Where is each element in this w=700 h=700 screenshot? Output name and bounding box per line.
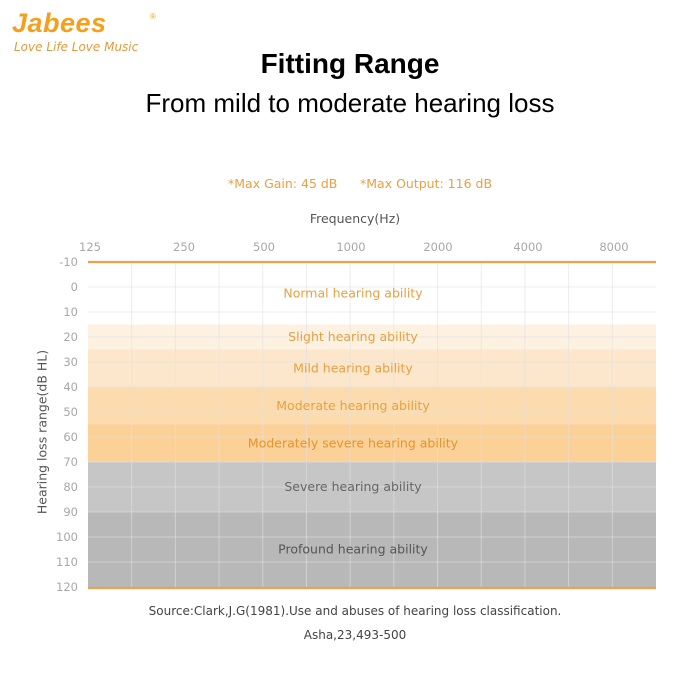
x-axis-label: Frequency(Hz) bbox=[309, 211, 401, 226]
y-tick-label: 40 bbox=[63, 380, 78, 394]
band-2 bbox=[88, 349, 656, 387]
band-label-4: Moderately severe hearing ability bbox=[248, 435, 459, 450]
x-tick-label: 2000 bbox=[423, 240, 452, 254]
y-tick-label: 20 bbox=[63, 330, 78, 344]
source-citation-line1: Source:Clark,J.G(1981).Use and abuses of… bbox=[148, 604, 562, 618]
brand-logo: Jabees ® Love Life Love Music bbox=[12, 8, 172, 58]
x-tick-label: 250 bbox=[173, 240, 195, 254]
band-label-3: Moderate hearing ability bbox=[276, 398, 430, 413]
band-labels-layer: Normal hearing ability Slight hearing abi… bbox=[248, 285, 459, 556]
y-tick-label: 110 bbox=[56, 555, 78, 569]
bands-layer bbox=[88, 262, 656, 587]
max-gain-note: *Max Gain: 45 dB bbox=[228, 176, 338, 191]
y-tick-label: 70 bbox=[63, 455, 78, 469]
x-tick-label: 8000 bbox=[599, 240, 628, 254]
x-ticks-layer: 125 250 500 1000 2000 4000 8000 bbox=[79, 240, 629, 254]
source-citation-line2: Asha,23,493-500 bbox=[303, 628, 407, 642]
y-tick-label: 30 bbox=[63, 355, 78, 369]
y-tick-label: 100 bbox=[56, 530, 78, 544]
y-tick-label: 120 bbox=[56, 580, 78, 594]
x-tick-label: 500 bbox=[253, 240, 275, 254]
grid-layer bbox=[88, 262, 656, 587]
band-3 bbox=[88, 387, 656, 425]
page-title: Fitting Range bbox=[260, 48, 440, 79]
band-label-0: Normal hearing ability bbox=[283, 285, 423, 300]
x-tick-label: 1000 bbox=[336, 240, 365, 254]
border-layer bbox=[88, 260, 656, 590]
band-6 bbox=[88, 512, 656, 587]
band-label-6: Profound hearing ability bbox=[278, 542, 428, 557]
y-tick-label: 10 bbox=[63, 305, 78, 319]
logo-tagline: Love Life Love Music bbox=[14, 40, 139, 54]
band-label-5: Severe hearing ability bbox=[284, 479, 422, 494]
y-tick-label: 0 bbox=[71, 280, 78, 294]
band-label-2: Mild hearing ability bbox=[293, 360, 413, 375]
band-label-1: Slight hearing ability bbox=[288, 329, 418, 344]
logo-brand-name: Jabees bbox=[12, 8, 107, 38]
band-4 bbox=[88, 424, 656, 462]
max-output-note: *Max Output: 116 dB bbox=[360, 176, 493, 191]
y-tick-label: 60 bbox=[63, 430, 78, 444]
band-0 bbox=[88, 262, 656, 325]
page-subtitle: From mild to moderate hearing loss bbox=[145, 88, 555, 118]
x-tick-label: 125 bbox=[79, 240, 101, 254]
logo-registered-mark: ® bbox=[150, 12, 156, 21]
y-tick-label: 80 bbox=[63, 480, 78, 494]
x-tick-label: 4000 bbox=[513, 240, 542, 254]
y-tick-label: 50 bbox=[63, 405, 78, 419]
y-ticks-layer: -10 0 10 20 30 40 50 60 70 80 90 100 110 120 bbox=[56, 255, 78, 594]
y-tick-label: 90 bbox=[63, 505, 78, 519]
y-tick-label: -10 bbox=[59, 255, 78, 269]
